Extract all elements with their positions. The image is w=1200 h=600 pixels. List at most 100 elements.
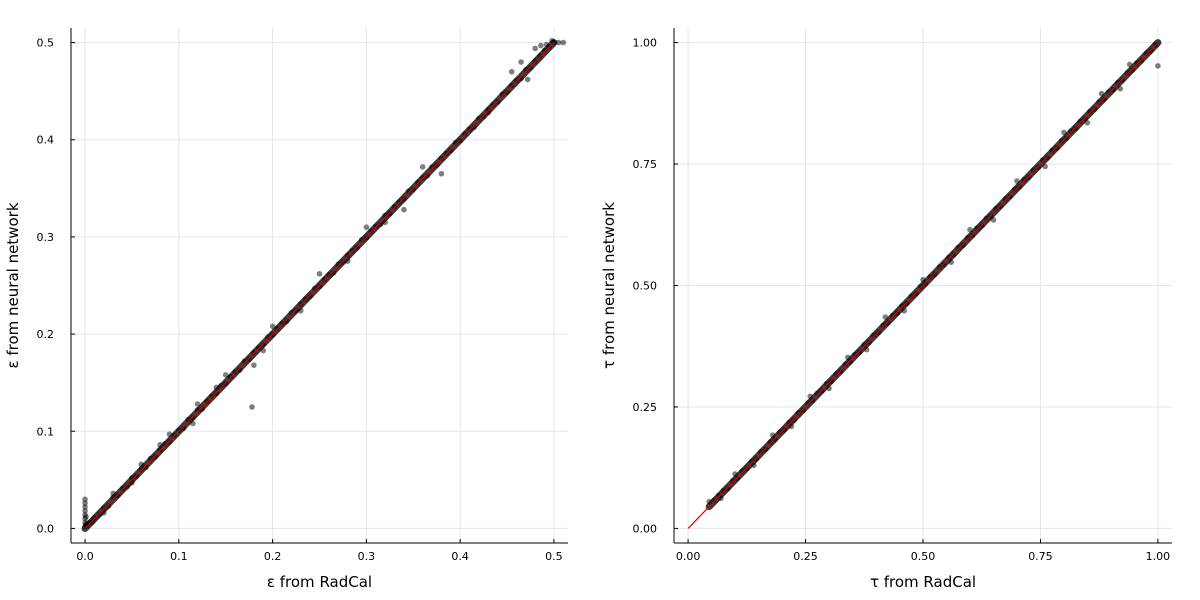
chart-1-point-107 <box>920 276 926 283</box>
chart-1-point-62 <box>997 203 1004 210</box>
chart-0-point-81 <box>405 188 412 195</box>
chart-0-point-27 <box>152 453 159 460</box>
chart-1-point-40 <box>894 310 900 316</box>
chart-1-point-72 <box>1044 154 1051 161</box>
chart-0-point-116 <box>543 41 550 48</box>
chart-0-point-101 <box>499 91 506 97</box>
chart-1-point-57 <box>974 225 980 231</box>
chart-0-point-90 <box>447 147 454 154</box>
chart-1-point-90 <box>1129 67 1135 74</box>
chart-1-point-64 <box>1007 193 1013 200</box>
chart-1-point-12 <box>762 446 769 453</box>
chart-0-point-143 <box>110 490 116 497</box>
chart-0-point-113 <box>555 39 562 46</box>
chart-0-point-17 <box>105 503 112 509</box>
chart-0-point-135 <box>222 372 229 378</box>
chart-0-point-140 <box>157 442 163 448</box>
chart-0-point-69 <box>349 247 356 254</box>
panel-emissivity: 0.0 0.1 0.2 0.3 0.4 0.5 0.0 0.1 0.2 0.3 0.4 0.5 ε fr… <box>4 28 568 591</box>
chart-1-point-11 <box>758 448 764 455</box>
chart-0-point-58 <box>297 301 304 307</box>
chart-0-xtick-label-0: 0.0 <box>76 550 94 563</box>
chart-0-point-109 <box>537 53 543 59</box>
chart-0-point-121 <box>508 68 515 75</box>
chart-0-point-96 <box>476 115 482 122</box>
chart-1-x-axis-title: τ from RadCal <box>870 573 976 591</box>
chart-0-point-38 <box>204 398 210 404</box>
chart-0-point-73 <box>368 228 374 234</box>
chart-1-reference-line <box>687 42 1159 529</box>
chart-0-point-57 <box>293 307 299 314</box>
chart-1-ytick-label-3: 0.75 <box>633 158 658 171</box>
chart-1-point-61 <box>993 205 999 212</box>
chart-1-point-73 <box>1049 147 1055 154</box>
chart-1-point-111 <box>845 354 851 361</box>
chart-0-point-30 <box>166 439 173 445</box>
chart-1-point-45 <box>917 283 924 290</box>
chart-0-point-19 <box>115 492 121 499</box>
chart-0-point-48 <box>251 349 257 356</box>
chart-1-point-25 <box>823 380 830 387</box>
chart-1-point-56 <box>969 232 976 239</box>
chart-0-point-68 <box>344 252 351 259</box>
chart-0-point-88 <box>438 155 445 162</box>
chart-1-point-22 <box>809 397 816 404</box>
chart-0-point-56 <box>288 309 295 316</box>
chart-1-point-31 <box>852 351 858 358</box>
chart-1-point-36 <box>875 329 882 336</box>
chart-0-point-29 <box>161 441 168 447</box>
chart-0-point-102 <box>504 89 510 95</box>
chart-0-point-26 <box>147 455 154 462</box>
chart-0-point-128 <box>344 258 351 265</box>
chart-0-point-60 <box>307 293 313 299</box>
chart-1-point-79 <box>1077 118 1084 125</box>
chart-1-point-5 <box>729 478 736 484</box>
chart-1-point-18 <box>791 417 797 423</box>
chart-1-point-103 <box>1014 178 1020 184</box>
chart-0-point-72 <box>363 235 370 241</box>
chart-0-point-91 <box>452 139 459 146</box>
chart-1-point-86 <box>1110 86 1117 93</box>
chart-1-point-10 <box>753 456 760 462</box>
chart-0-point-142 <box>129 479 135 486</box>
chart-1-point-30 <box>847 358 853 365</box>
chart-1-point-42 <box>903 300 910 307</box>
chart-0-point-92 <box>457 137 463 144</box>
chart-0-point-25 <box>143 464 149 471</box>
chart-0-point-124 <box>419 164 426 170</box>
chart-0-ytick-label-3: 0.3 <box>37 231 55 244</box>
chart-1-point-48 <box>931 271 938 278</box>
chart-0-point-24 <box>138 466 145 472</box>
chart-1-point-32 <box>856 349 863 355</box>
chart-0-point-65 <box>330 270 337 276</box>
chart-1-point-109 <box>882 314 889 320</box>
chart-1-point-19 <box>795 409 802 416</box>
chart-1-point-98 <box>1117 85 1124 92</box>
chart-1-point-67 <box>1021 176 1027 183</box>
chart-0-point-103 <box>508 82 515 89</box>
chart-0-point-139 <box>166 431 173 437</box>
chart-1-point-117 <box>732 471 738 477</box>
chart-0-point-85 <box>424 172 431 179</box>
chart-0-point-95 <box>471 124 478 130</box>
chart-0-ytick-label-1: 0.1 <box>37 425 55 438</box>
chart-1-point-102 <box>1042 163 1048 170</box>
chart-0-point-14 <box>91 514 98 521</box>
chart-1-point-101 <box>1061 129 1067 136</box>
chart-1-point-74 <box>1054 145 1060 151</box>
chart-0-point-52 <box>269 332 276 338</box>
chart-1-point-96 <box>1155 63 1161 69</box>
chart-0-point-4 <box>82 508 88 514</box>
chart-1-point-14 <box>772 436 778 443</box>
chart-1-point-68 <box>1025 174 1032 180</box>
chart-1-point-78 <box>1072 125 1079 132</box>
chart-0-point-23 <box>133 473 140 479</box>
chart-0-ytick-label-5: 0.5 <box>37 37 55 50</box>
chart-0-point-77 <box>387 210 393 217</box>
chart-0-point-33 <box>180 425 187 432</box>
chart-1-ytick-label-2: 0.50 <box>633 280 658 293</box>
chart-1-point-113 <box>807 393 814 400</box>
chart-1-point-52 <box>950 252 957 258</box>
chart-1-point-99 <box>1098 90 1105 97</box>
chart-0-points <box>82 37 567 530</box>
